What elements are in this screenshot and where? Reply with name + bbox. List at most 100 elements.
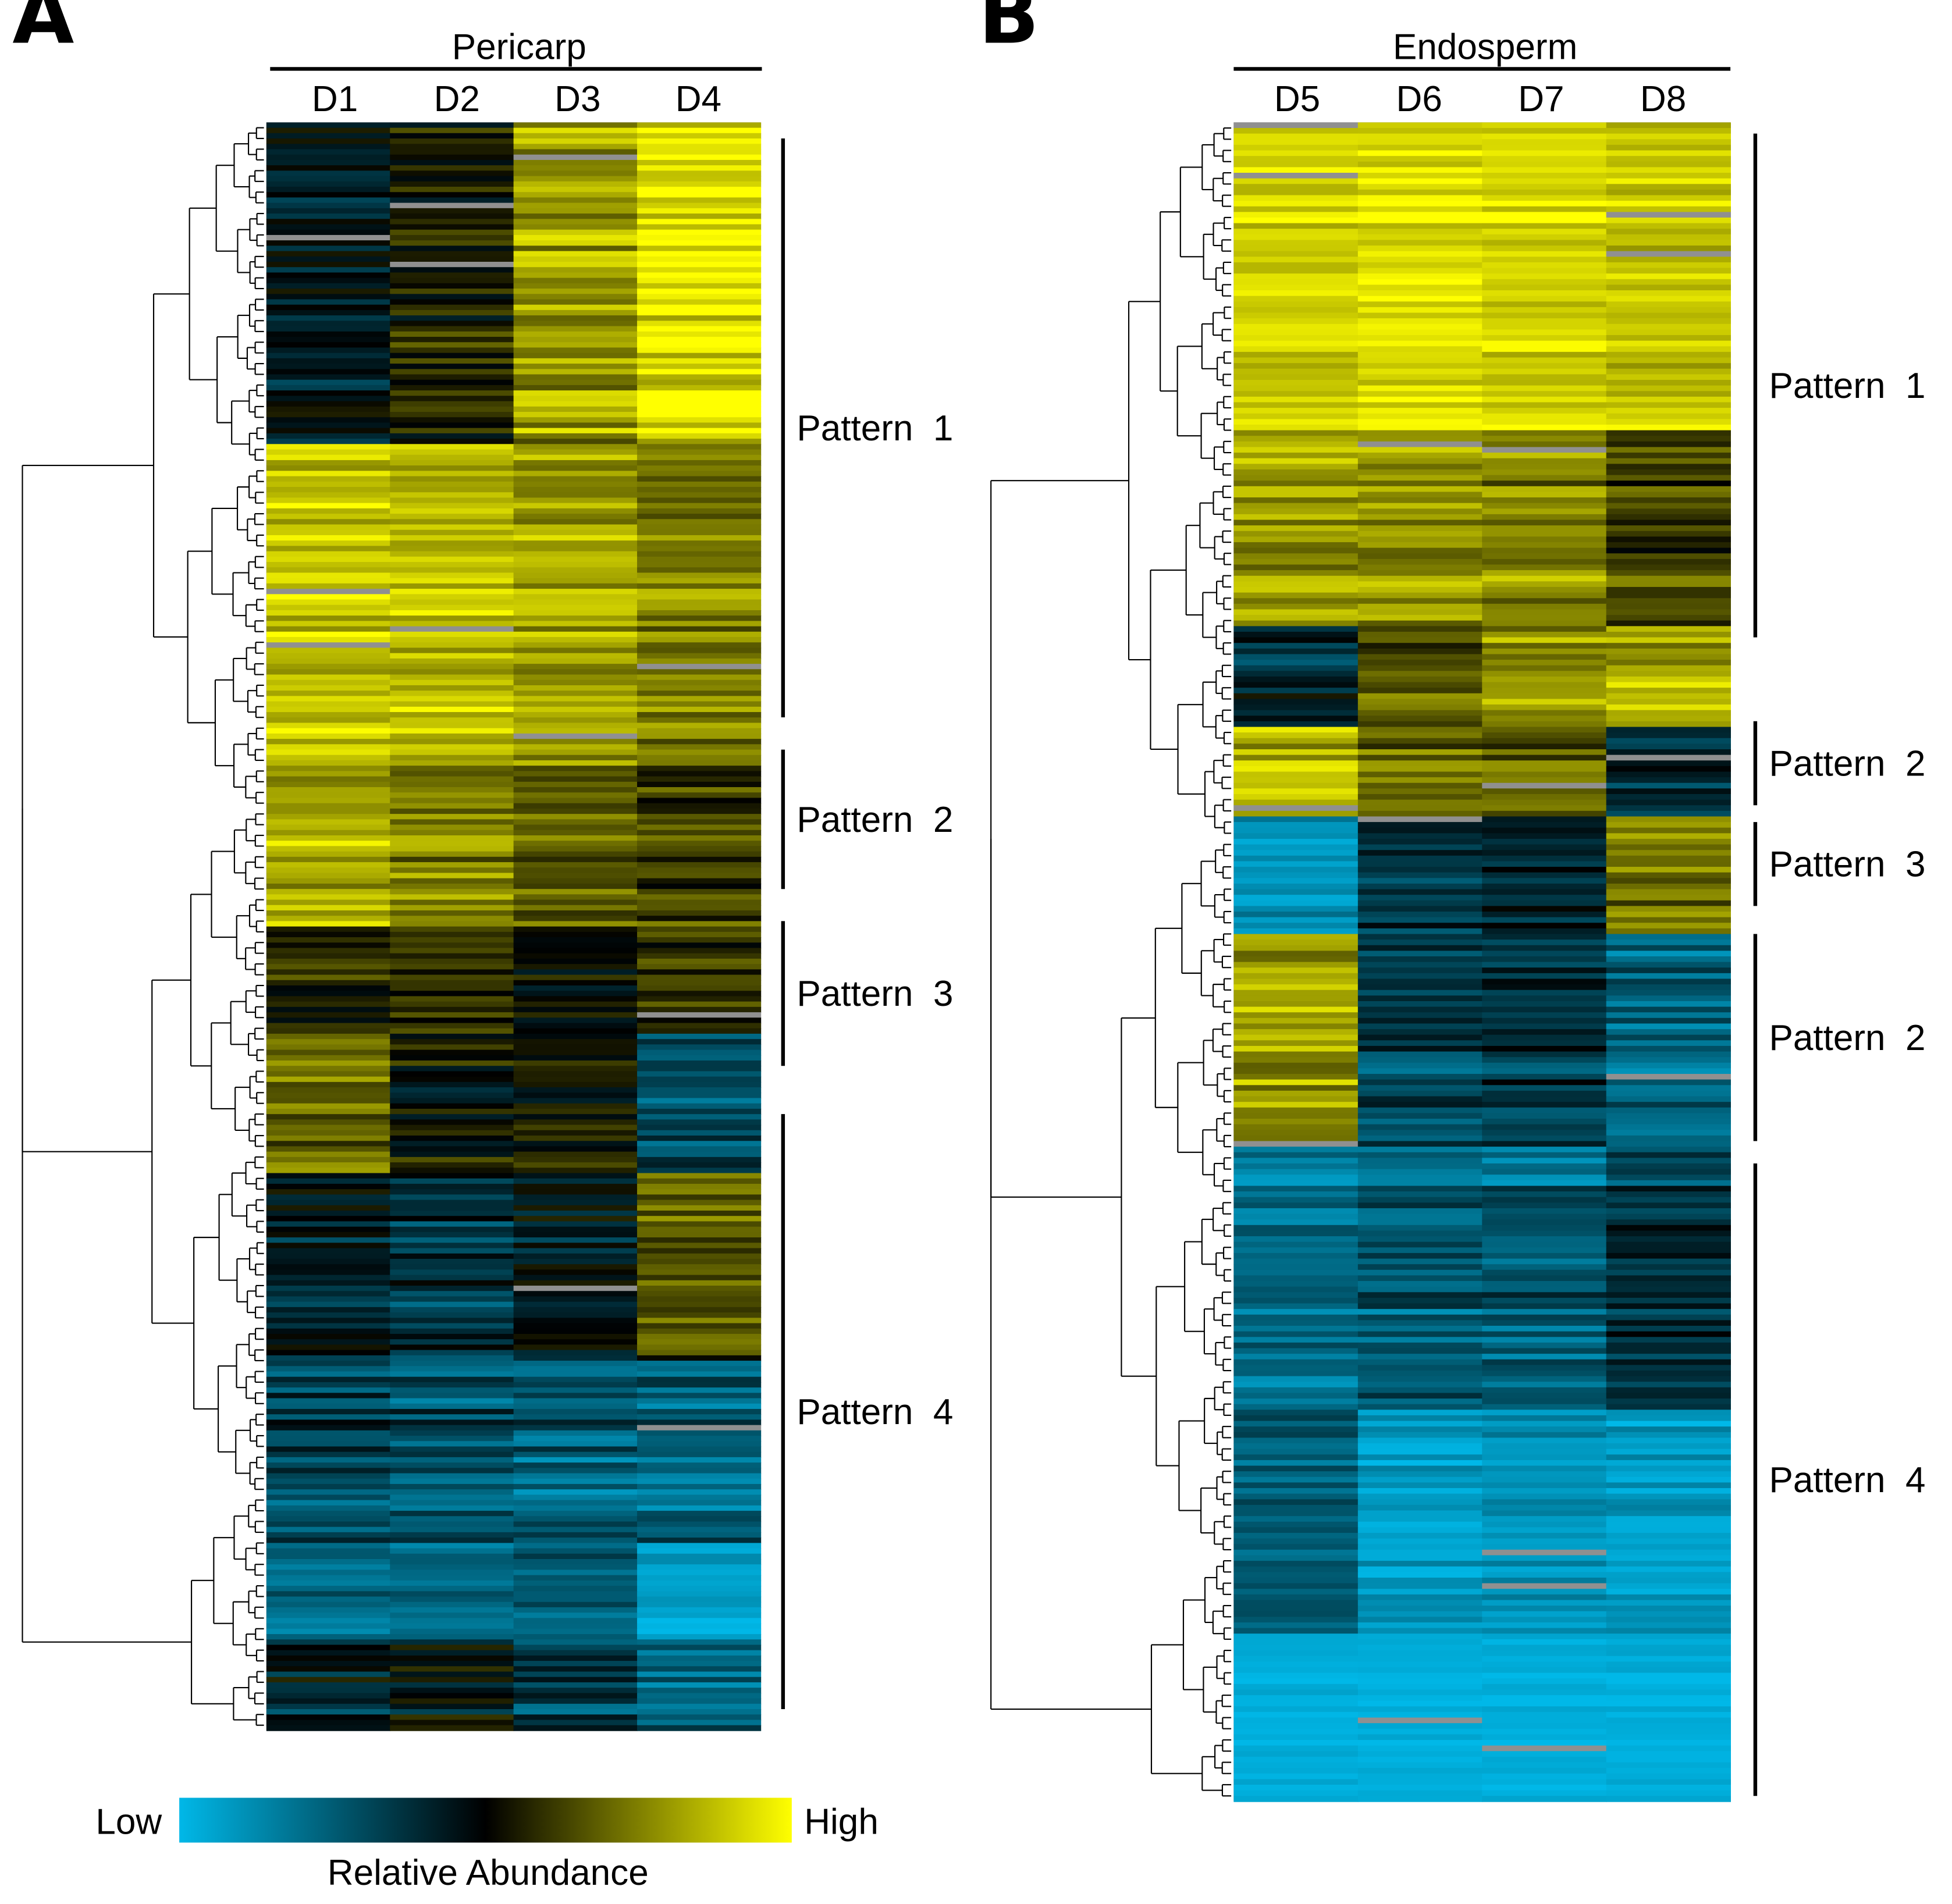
heatmap-cell	[1482, 144, 1607, 151]
heatmap-cell	[637, 1108, 762, 1115]
heatmap-cell	[1482, 1074, 1607, 1080]
heatmap-cell	[637, 631, 762, 638]
heatmap-cell	[266, 851, 391, 857]
heatmap-cell	[1357, 688, 1483, 694]
heatmap-cell	[637, 958, 762, 965]
heatmap-cell	[1233, 1684, 1359, 1691]
heatmap-cell	[1357, 1213, 1483, 1220]
heatmap-cell	[637, 1156, 762, 1163]
heatmap-cell	[390, 766, 514, 772]
heatmap-cell	[1233, 1583, 1359, 1590]
heatmap-cell	[637, 1114, 762, 1120]
heatmap-cell	[266, 583, 391, 589]
heatmap-cell	[266, 1205, 391, 1211]
heatmap-cell	[266, 556, 391, 563]
heatmap-cell	[1233, 385, 1359, 392]
heatmap-cell	[637, 712, 762, 718]
heatmap-cell	[637, 1441, 762, 1447]
heatmap-cell	[1357, 749, 1483, 756]
heatmap-cell	[1357, 173, 1483, 179]
heatmap-cell	[637, 289, 762, 295]
heatmap-cell	[1606, 1180, 1731, 1187]
heatmap-cell	[513, 894, 638, 901]
heatmap-cell	[266, 1419, 391, 1426]
heatmap-cell	[1357, 654, 1483, 660]
heatmap-cell	[513, 1168, 638, 1174]
heatmap-cell	[1233, 1728, 1359, 1735]
heatmap-cell	[513, 744, 638, 750]
heatmap-cell	[390, 1500, 514, 1506]
heatmap-cell	[1233, 822, 1359, 828]
heatmap-cell	[513, 454, 638, 461]
heatmap-cell	[1482, 1751, 1607, 1757]
heatmap-cell	[1606, 1622, 1731, 1629]
heatmap-cell	[1233, 1796, 1359, 1802]
heatmap-cell	[1357, 1068, 1483, 1074]
heatmap-cell	[1606, 978, 1731, 985]
heatmap-cell	[390, 1248, 514, 1254]
heatmap-cell	[1233, 1717, 1359, 1724]
heatmap-cell	[637, 454, 762, 461]
heatmap-cell	[390, 1473, 514, 1479]
heatmap-cell	[637, 883, 762, 890]
heatmap-cell	[637, 776, 762, 782]
heatmap-cell	[1233, 229, 1359, 235]
heatmap-cell	[390, 1023, 514, 1029]
heatmap-cell	[513, 916, 638, 922]
heatmap-cell	[513, 1103, 638, 1109]
heatmap-cell	[1482, 206, 1607, 213]
heatmap-cell	[266, 1693, 391, 1699]
heatmap-cell	[513, 615, 638, 622]
heatmap-cell	[1233, 402, 1359, 408]
heatmap-cell	[266, 444, 391, 450]
heatmap-cell	[1482, 1628, 1607, 1635]
heatmap-cell	[637, 1494, 762, 1501]
heatmap-cell	[1482, 699, 1607, 705]
heatmap-cell	[1482, 1264, 1607, 1270]
heatmap-cell	[266, 1017, 391, 1024]
heatmap-cell	[637, 964, 762, 970]
heatmap-cell	[1606, 1303, 1731, 1310]
heatmap-cell	[266, 1698, 391, 1704]
heatmap-cell	[1606, 1320, 1731, 1326]
heatmap-cell	[513, 1350, 638, 1356]
heatmap-cell	[1357, 1532, 1483, 1539]
heatmap-cell	[266, 1516, 391, 1522]
heatmap-cell	[1482, 1779, 1607, 1785]
heatmap-cell	[513, 1714, 638, 1721]
heatmap-cell	[513, 1055, 638, 1061]
heatmap-cell	[390, 181, 514, 187]
heatmap-cell	[1606, 900, 1731, 907]
heatmap-cell	[1233, 441, 1359, 448]
heatmap-cell	[1357, 531, 1483, 538]
heatmap-cell	[1357, 307, 1483, 314]
heatmap-cell	[1357, 1482, 1483, 1489]
heatmap-cell	[513, 1613, 638, 1619]
heatmap-cell	[1482, 447, 1607, 453]
heatmap-cell	[390, 1361, 514, 1367]
heatmap-cell	[1606, 1090, 1731, 1097]
heatmap-cell	[1482, 995, 1607, 1002]
heatmap-cell	[1606, 486, 1731, 493]
heatmap-cell	[390, 1178, 514, 1184]
heatmap-cell	[513, 1639, 638, 1646]
heatmap-cell	[390, 1130, 514, 1136]
heatmap-cell	[513, 1023, 638, 1029]
heatmap-cell	[1357, 665, 1483, 672]
heatmap-cell	[1357, 1057, 1483, 1063]
heatmap-cell	[513, 899, 638, 906]
heatmap-cell	[390, 272, 514, 279]
heatmap-cell	[390, 347, 514, 354]
heatmap-cell	[1233, 413, 1359, 420]
heatmap-cell	[1357, 519, 1483, 526]
heatmap-cell	[1233, 1723, 1359, 1729]
heatmap-cell	[1357, 1202, 1483, 1209]
heatmap-cell	[637, 1591, 762, 1597]
heatmap-cell	[1606, 738, 1731, 745]
heatmap-cell	[513, 1200, 638, 1206]
heatmap-cell	[637, 1677, 762, 1683]
heatmap-cell	[637, 309, 762, 316]
heatmap-cell	[1357, 822, 1483, 828]
heatmap-cell	[1233, 844, 1359, 851]
